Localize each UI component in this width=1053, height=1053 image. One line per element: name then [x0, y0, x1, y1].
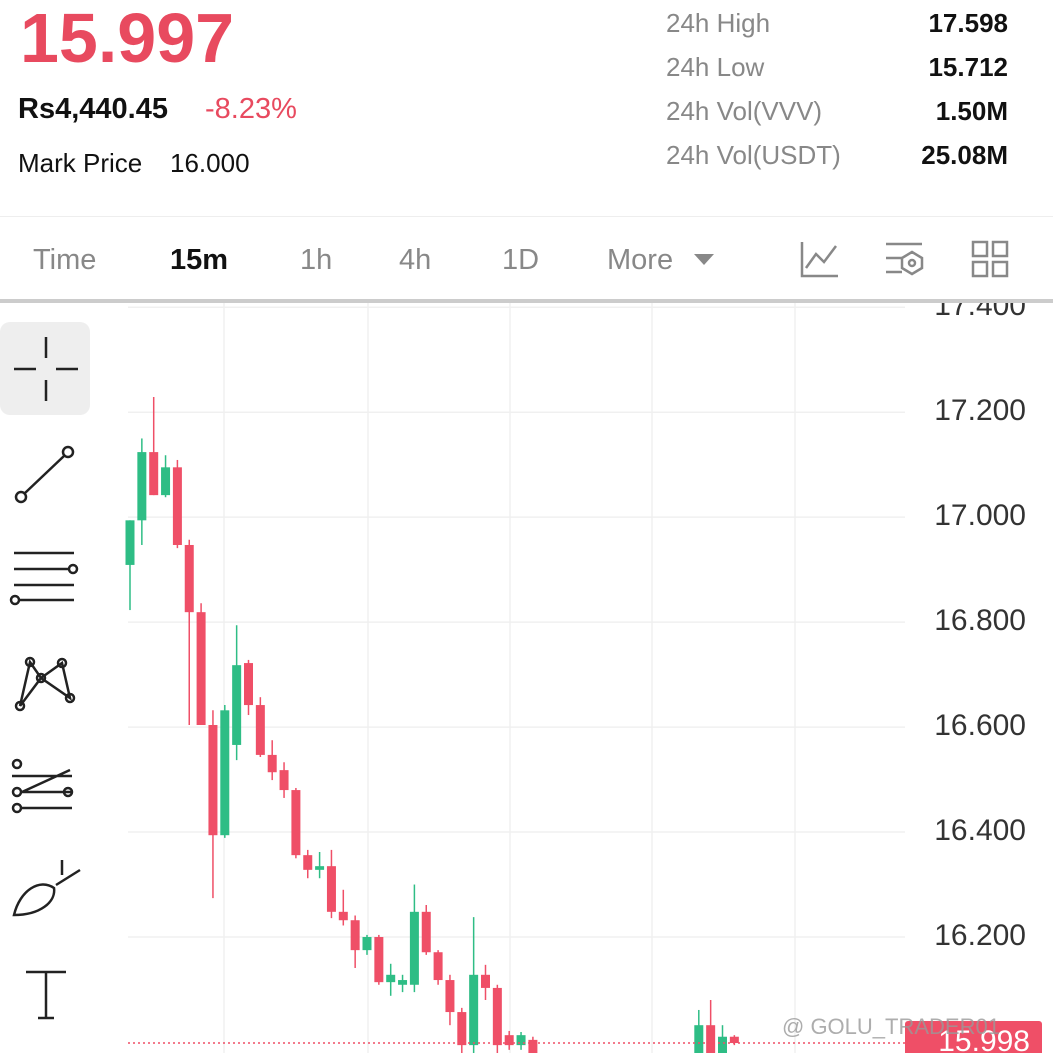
candle-body	[481, 974, 490, 988]
tool-active-bg	[0, 322, 90, 415]
stat-value: 17.598	[928, 8, 1008, 38]
last-price-box	[905, 1021, 1042, 1053]
last-price-label: 15.998	[938, 1025, 1030, 1053]
candle-body	[504, 1035, 514, 1046]
stat-value: 25.08M	[921, 140, 1008, 170]
candle-body	[409, 911, 419, 985]
candle-body	[338, 911, 348, 921]
candle-body	[184, 544, 194, 613]
y-tick-label: 16.800	[934, 604, 1026, 637]
candle-body	[125, 520, 135, 565]
candle-body	[718, 1036, 727, 1053]
y-tick-label: 17.400	[934, 289, 1026, 322]
tab[interactable]: 15m	[170, 244, 229, 276]
candle-body	[137, 452, 147, 521]
candle-body	[421, 911, 431, 953]
candle-body	[445, 980, 455, 1013]
fiat-price: Rs4,440.45	[18, 93, 168, 125]
y-tick-label: 16.200	[934, 919, 1026, 952]
stat-label: 24h Low	[666, 52, 765, 82]
stat-label: 24h Vol(USDT)	[666, 140, 841, 170]
candle-body	[279, 770, 289, 791]
candle-body	[492, 987, 502, 1046]
divider	[0, 299, 1053, 303]
candle-body	[386, 974, 396, 983]
candle-body	[149, 452, 159, 496]
candle-body	[433, 952, 443, 981]
divider	[0, 216, 1053, 217]
candle-body	[220, 710, 230, 836]
tab[interactable]: 4h	[399, 244, 432, 276]
tab[interactable]: More	[607, 244, 674, 276]
candle-body	[469, 974, 479, 1046]
candle-body	[161, 467, 171, 496]
candle-body	[244, 663, 253, 706]
stat-value: 15.712	[928, 52, 1008, 82]
candle-body	[350, 920, 360, 951]
tab[interactable]: 1D	[502, 244, 540, 276]
candle-body	[528, 1039, 538, 1053]
y-tick-label: 16.400	[934, 814, 1026, 847]
mark-price: 16.000	[170, 148, 250, 178]
candle-body	[362, 937, 372, 951]
dropdown-arrow[interactable]	[694, 254, 714, 265]
candle-body	[694, 1025, 704, 1053]
candle-body	[232, 665, 242, 745]
y-tick-label: 16.600	[934, 709, 1026, 742]
candle-body	[303, 855, 313, 870]
candle-body	[267, 754, 277, 773]
tab[interactable]: 1h	[300, 244, 333, 276]
candle-body	[315, 866, 325, 870]
stat-label: 24h High	[666, 8, 771, 38]
toolbar-icons[interactable]	[800, 240, 1009, 278]
candle-body	[255, 705, 265, 755]
stat-value: 1.50M	[935, 96, 1008, 126]
mark-price-label: Mark Price	[18, 148, 143, 178]
tab[interactable]: Time	[33, 244, 97, 276]
candle-body	[172, 467, 182, 545]
candle-body	[196, 612, 206, 725]
candle-body	[516, 1035, 526, 1046]
change: -8.23%	[205, 93, 297, 125]
candle-body	[398, 980, 408, 985]
candle-body	[374, 937, 384, 983]
candle-body	[729, 1036, 739, 1044]
drawing-tools[interactable]	[9, 337, 81, 1020]
candle-body	[326, 866, 336, 912]
candle-body	[291, 790, 301, 856]
candle-body	[457, 1012, 467, 1046]
y-tick-label: 17.200	[934, 394, 1026, 427]
price: 15.997	[20, 0, 235, 77]
candle-body	[706, 1025, 716, 1053]
y-tick-label: 17.000	[934, 499, 1026, 532]
watermark: @ GOLU_TRADER01	[782, 1014, 1000, 1039]
candle-body	[208, 724, 218, 836]
stat-label: 24h Vol(VVV)	[666, 96, 823, 126]
